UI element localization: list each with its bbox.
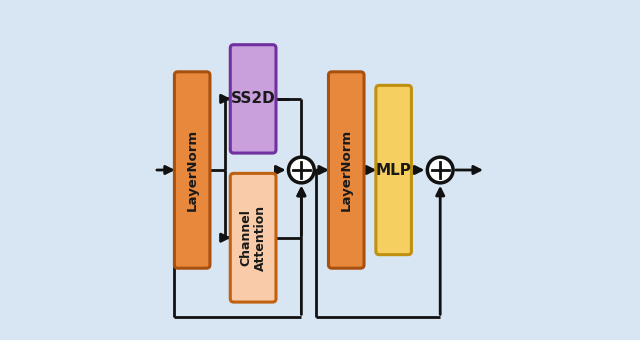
FancyBboxPatch shape — [230, 45, 276, 153]
FancyBboxPatch shape — [230, 173, 276, 302]
FancyBboxPatch shape — [376, 85, 412, 255]
Text: LayerNorm: LayerNorm — [340, 129, 353, 211]
FancyBboxPatch shape — [328, 72, 364, 268]
Circle shape — [289, 157, 314, 183]
FancyBboxPatch shape — [174, 72, 210, 268]
Text: LayerNorm: LayerNorm — [186, 129, 198, 211]
Circle shape — [428, 157, 453, 183]
Text: SS2D: SS2D — [231, 91, 275, 106]
Text: Channel
Attention: Channel Attention — [239, 205, 267, 271]
Text: MLP: MLP — [376, 163, 412, 177]
